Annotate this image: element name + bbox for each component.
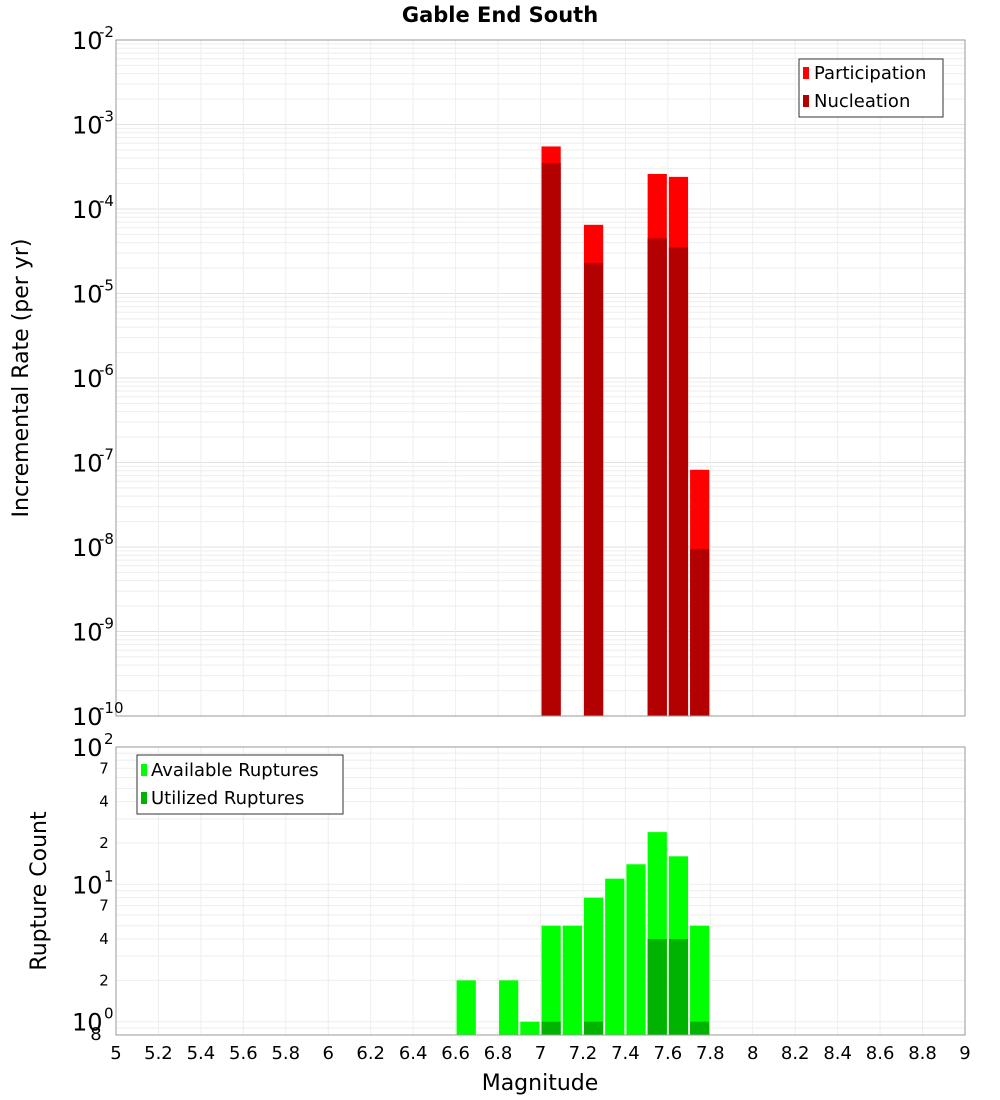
available-legend-label: Available Ruptures bbox=[151, 760, 319, 781]
magnitude-x-tick-label: 5.6 bbox=[229, 1043, 258, 1064]
nucleation-bar bbox=[690, 548, 710, 716]
rate-y-tick-label: 10 bbox=[72, 619, 103, 647]
chart-title: Gable End South bbox=[402, 3, 598, 27]
nucleation-legend-swatch bbox=[803, 95, 809, 107]
utilized-ruptures-bar bbox=[690, 1021, 710, 1035]
nucleation-bar bbox=[583, 262, 604, 716]
rate-y-tick-exponent: -9 bbox=[99, 615, 114, 633]
utilized-ruptures-bar bbox=[583, 1021, 604, 1035]
count-y-tick-label: 10 bbox=[72, 1009, 103, 1037]
count-y-tick-exponent: 0 bbox=[104, 1005, 114, 1023]
rate-y-tick-label: 10 bbox=[72, 365, 103, 393]
count-y-minor-tick-label: 2 bbox=[99, 834, 109, 852]
count-y-minor-tick-label: 4 bbox=[99, 930, 109, 948]
magnitude-x-tick-label: 6 bbox=[323, 1043, 334, 1064]
rate-y-tick-exponent: -8 bbox=[99, 530, 114, 548]
available-ruptures-bar bbox=[562, 925, 582, 1035]
count-legend: Available Ruptures Utilized Ruptures bbox=[136, 754, 344, 815]
magnitude-x-tick-label: 7.8 bbox=[696, 1043, 725, 1064]
magnitude-x-tick-label: 6.8 bbox=[484, 1043, 513, 1064]
magnitude-x-axis-label: Magnitude bbox=[482, 1071, 599, 1096]
magnitude-x-tick-label: 6.4 bbox=[399, 1043, 428, 1064]
rate-gridlines bbox=[115, 40, 966, 717]
rate-plot-frame bbox=[115, 39, 966, 717]
count-legend-box bbox=[136, 754, 344, 815]
rate-y-tick-label: 10 bbox=[72, 703, 103, 731]
count-y-minor-tick-label: 2 bbox=[99, 971, 109, 989]
magnitude-x-tick-label: 9 bbox=[959, 1043, 970, 1064]
magnitude-x-tick-label: 7 bbox=[535, 1043, 546, 1064]
rate-legend-box bbox=[798, 58, 944, 118]
count-y-tick-exponent: 1 bbox=[104, 867, 114, 885]
rate-y-tick-exponent: -7 bbox=[99, 446, 114, 464]
rate-y-tick-label: 10 bbox=[72, 450, 103, 478]
magnitude-x-tick-label: 6.2 bbox=[356, 1043, 385, 1064]
count-bars bbox=[456, 832, 710, 1035]
participation-legend-label: Participation bbox=[814, 63, 926, 84]
rate-y-tick-label: 10 bbox=[72, 196, 103, 224]
magnitude-x-tick-label: 5.2 bbox=[144, 1043, 173, 1064]
rate-y-tick-label: 10 bbox=[72, 27, 103, 55]
magnitude-x-tick-label: 8.8 bbox=[908, 1043, 937, 1064]
available-ruptures-bar bbox=[583, 897, 604, 1035]
count-plot-frame bbox=[115, 746, 966, 1036]
magnitude-x-tick-label: 5.8 bbox=[271, 1043, 300, 1064]
rate-y-tick-exponent: -10 bbox=[99, 699, 124, 717]
magnitude-x-tick-label: 8.6 bbox=[866, 1043, 895, 1064]
utilized-legend-swatch bbox=[141, 792, 147, 804]
rate-y-tick-exponent: -5 bbox=[99, 277, 114, 295]
available-ruptures-bar bbox=[541, 925, 561, 1035]
magnitude-x-tick-label: 7.2 bbox=[569, 1043, 598, 1064]
magnitude-x-tick-label: 8.2 bbox=[781, 1043, 810, 1064]
magnitude-x-tick-label: 5.4 bbox=[187, 1043, 216, 1064]
magnitude-x-tick-label: 7.6 bbox=[654, 1043, 683, 1064]
rate-y-tick-label: 10 bbox=[72, 534, 103, 562]
magnitude-x-tick-label: 8 bbox=[747, 1043, 758, 1064]
nucleation-legend-label: Nucleation bbox=[814, 91, 910, 112]
available-ruptures-bar bbox=[690, 925, 710, 1035]
rate-y-tick-exponent: -4 bbox=[99, 192, 114, 210]
count-y-tick-label: 10 bbox=[72, 734, 103, 762]
available-ruptures-bar bbox=[605, 878, 625, 1035]
rate-y-tick-exponent: -2 bbox=[99, 23, 114, 41]
available-ruptures-bar bbox=[520, 1021, 540, 1035]
rate-y-tick-label: 10 bbox=[72, 112, 103, 140]
count-y-minor-tick-label: 4 bbox=[99, 793, 109, 811]
participation-legend-swatch bbox=[803, 67, 809, 79]
count-y-tick-label: 10 bbox=[72, 871, 103, 899]
magnitude-x-tick-label: 8.4 bbox=[823, 1043, 852, 1064]
count-y-minor-tick-label: 7 bbox=[99, 759, 109, 777]
rate-y-tick-exponent: -3 bbox=[99, 108, 114, 126]
magnitude-x-tick-label: 6.6 bbox=[441, 1043, 470, 1064]
nucleation-bar bbox=[668, 247, 689, 716]
count-y-bottom-label: 8 bbox=[90, 1024, 101, 1045]
rate-y-tick-label: 10 bbox=[72, 281, 103, 309]
nucleation-bar bbox=[647, 238, 667, 717]
available-ruptures-bar bbox=[499, 980, 519, 1035]
count-y-minor-tick-label: 7 bbox=[99, 897, 109, 915]
magnitude-x-ticks: 5 5.2 5.4 5.6 5.8 6 6.2 6.4 6.6 6.8 7 7.2 7.4 7.6 7.8 8… bbox=[110, 1043, 970, 1064]
rate-y-tick-exponent: -6 bbox=[99, 361, 114, 379]
rate-y-axis-label: Incremental Rate (per yr) bbox=[9, 239, 34, 518]
utilized-legend-label: Utilized Ruptures bbox=[151, 788, 304, 809]
count-y-tick-exponent: 2 bbox=[104, 730, 114, 748]
count-y-axis-label: Rupture Count bbox=[27, 811, 52, 971]
utilized-ruptures-bar bbox=[647, 939, 667, 1035]
rate-legend: Participation Nucleation bbox=[798, 58, 944, 118]
magnitude-x-tick-label: 5 bbox=[110, 1043, 121, 1064]
available-ruptures-bar bbox=[626, 864, 646, 1035]
rate-bars bbox=[541, 146, 710, 717]
nucleation-bar bbox=[541, 163, 561, 716]
magnitude-x-tick-label: 7.4 bbox=[611, 1043, 640, 1064]
utilized-ruptures-bar bbox=[668, 939, 689, 1035]
utilized-ruptures-bar bbox=[541, 1021, 561, 1035]
available-legend-swatch bbox=[141, 764, 147, 776]
available-ruptures-bar bbox=[456, 980, 476, 1035]
